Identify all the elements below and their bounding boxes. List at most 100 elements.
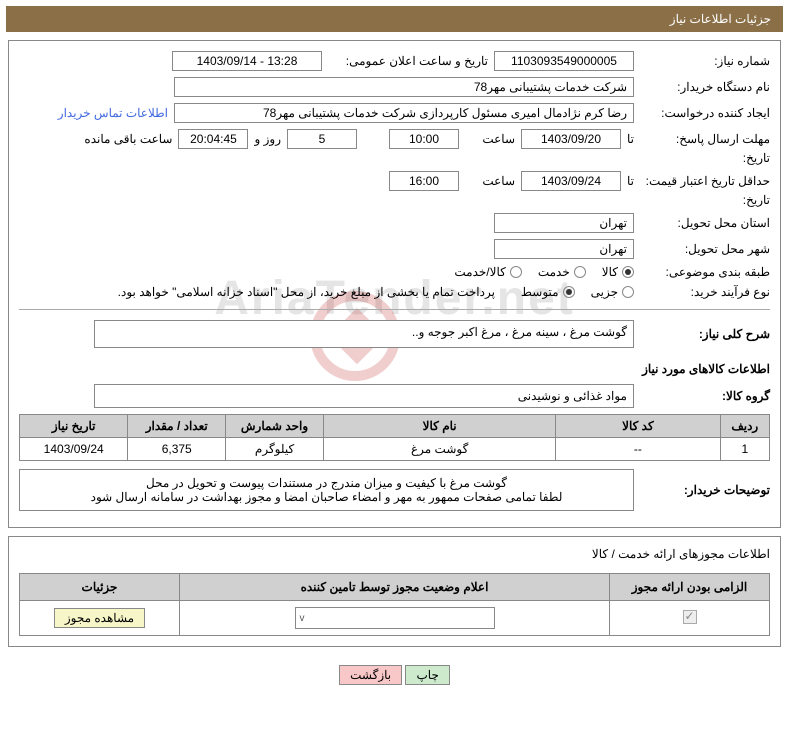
process-radio-group: جزیی متوسط bbox=[521, 285, 634, 299]
city-label: شهر محل تحویل: bbox=[640, 242, 770, 256]
cell-details: مشاهده مجوز bbox=[20, 601, 180, 636]
page-title: جزئیات اطلاعات نیاز bbox=[670, 12, 771, 26]
th-name: نام کالا bbox=[324, 415, 556, 438]
status-select[interactable] bbox=[295, 607, 495, 629]
table-row: 1 -- گوشت مرغ کیلوگرم 6,375 1403/09/24 bbox=[20, 438, 770, 461]
license-title: اطلاعات مجوزهای ارائه خدمت / کالا bbox=[19, 547, 770, 561]
buyer-contact-link[interactable]: اطلاعات تماس خریدار bbox=[58, 106, 168, 120]
row-need-no: شماره نیاز: 1103093549000005 تاریخ و ساع… bbox=[19, 51, 770, 71]
row-buyer-org: نام دستگاه خریدار: شرکت خدمات پشتیبانی م… bbox=[19, 77, 770, 97]
main-panel: AriaTender.net شماره نیاز: 1103093549000… bbox=[8, 40, 781, 528]
deadline-label: مهلت ارسال پاسخ: bbox=[640, 132, 770, 146]
radio-kalakhadmat[interactable] bbox=[510, 266, 522, 278]
th-details: جزئیات bbox=[20, 574, 180, 601]
th-code: کد کالا bbox=[556, 415, 720, 438]
radio-medium-label: متوسط bbox=[521, 285, 559, 299]
row-deadline: مهلت ارسال پاسخ: تا 1403/09/20 ساعت 10:0… bbox=[19, 129, 770, 149]
buyer-notes-line2: لطفا تمامی صفحات ممهور به مهر و امضاء صا… bbox=[26, 490, 627, 504]
row-group: گروه کالا: مواد غذائی و نوشیدنی bbox=[19, 384, 770, 408]
province-label: استان محل تحویل: bbox=[640, 216, 770, 230]
validity-time-field: 16:00 bbox=[389, 171, 459, 191]
back-button[interactable]: بازگشت bbox=[339, 665, 402, 685]
validity-date-field: 1403/09/24 bbox=[521, 171, 621, 191]
buyer-org-field: شرکت خدمات پشتیبانی مهر78 bbox=[174, 77, 634, 97]
desc-label: شرح کلی نیاز: bbox=[640, 327, 770, 341]
page-header: جزئیات اطلاعات نیاز bbox=[6, 6, 783, 32]
requester-label: ایجاد کننده درخواست: bbox=[640, 106, 770, 120]
days-left-field: 5 bbox=[287, 129, 357, 149]
desc-field: گوشت مرغ ، سینه مرغ ، مرغ اکبر جوجه و.. bbox=[94, 320, 634, 348]
cell-name: گوشت مرغ bbox=[324, 438, 556, 461]
deadline-time-field: 10:00 bbox=[389, 129, 459, 149]
th-qty: تعداد / مقدار bbox=[128, 415, 226, 438]
cell-idx: 1 bbox=[720, 438, 769, 461]
th-status: اعلام وضعیت مجوز توسط تامین کننده bbox=[180, 574, 610, 601]
remaining-word: ساعت باقی مانده bbox=[84, 132, 172, 146]
license-panel: اطلاعات مجوزهای ارائه خدمت / کالا الزامی… bbox=[8, 536, 781, 647]
radio-kala-label: کالا bbox=[602, 265, 618, 279]
print-button[interactable]: چاپ bbox=[405, 665, 449, 685]
group-label: گروه کالا: bbox=[640, 389, 770, 403]
row-province: استان محل تحویل: تهران bbox=[19, 213, 770, 233]
row-city: شهر محل تحویل: تهران bbox=[19, 239, 770, 259]
th-idx: ردیف bbox=[720, 415, 769, 438]
radio-khadmat[interactable] bbox=[574, 266, 586, 278]
requester-field: رضا کرم نژادمال امیری مسئول کارپردازی شر… bbox=[174, 103, 634, 123]
cell-qty: 6,375 bbox=[128, 438, 226, 461]
process-note: پرداخت تمام یا بخشی از مبلغ خرید، از محل… bbox=[118, 285, 495, 299]
row-requester: ایجاد کننده درخواست: رضا کرم نژادمال امی… bbox=[19, 103, 770, 123]
row-validity: حداقل تاریخ اعتبار قیمت: تا 1403/09/24 س… bbox=[19, 171, 770, 191]
radio-kala[interactable] bbox=[622, 266, 634, 278]
deadline-time-word: ساعت bbox=[465, 132, 515, 146]
deadline-ta: تا bbox=[627, 132, 634, 146]
buy-process-label: نوع فرآیند خرید: bbox=[640, 285, 770, 299]
divider-1 bbox=[19, 309, 770, 310]
buyer-notes-label: توضیحات خریدار: bbox=[640, 483, 770, 497]
radio-partial-label: جزیی bbox=[591, 285, 618, 299]
th-unit: واحد شمارش bbox=[226, 415, 324, 438]
category-radio-group: کالا خدمت کالا/خدمت bbox=[454, 265, 634, 279]
view-license-button[interactable]: مشاهده مجوز bbox=[54, 608, 145, 628]
deadline-date-field: 1403/09/20 bbox=[521, 129, 621, 149]
announce-field: 1403/09/14 - 13:28 bbox=[172, 51, 322, 71]
province-field: تهران bbox=[494, 213, 634, 233]
city-field: تهران bbox=[494, 239, 634, 259]
deadline-date-word: تاریخ: bbox=[640, 151, 770, 165]
category-label: طبقه بندی موضوعی: bbox=[640, 265, 770, 279]
cell-unit: کیلوگرم bbox=[226, 438, 324, 461]
cell-date: 1403/09/24 bbox=[20, 438, 128, 461]
row-deadline-sub: تاریخ: bbox=[19, 151, 770, 165]
buyer-org-label: نام دستگاه خریدار: bbox=[640, 80, 770, 94]
radio-medium[interactable] bbox=[563, 286, 575, 298]
cell-mandatory bbox=[610, 601, 770, 636]
license-table: الزامی بودن ارائه مجوز اعلام وضعیت مجوز … bbox=[19, 573, 770, 636]
need-no-label: شماره نیاز: bbox=[640, 54, 770, 68]
buyer-notes-line1: گوشت مرغ با کیفیت و میزان مندرج در مستند… bbox=[26, 476, 627, 490]
time-remaining-field: 20:04:45 bbox=[178, 129, 248, 149]
goods-table: ردیف کد کالا نام کالا واحد شمارش تعداد /… bbox=[19, 414, 770, 461]
cell-code: -- bbox=[556, 438, 720, 461]
th-mandatory: الزامی بودن ارائه مجوز bbox=[610, 574, 770, 601]
cell-status bbox=[180, 601, 610, 636]
need-no-field: 1103093549000005 bbox=[494, 51, 634, 71]
validity-time-word: ساعت bbox=[465, 174, 515, 188]
row-buyer-notes: توضیحات خریدار: گوشت مرغ با کیفیت و میزا… bbox=[19, 469, 770, 511]
row-desc: شرح کلی نیاز: گوشت مرغ ، سینه مرغ ، مرغ … bbox=[19, 320, 770, 348]
roz-va: روز و bbox=[254, 132, 281, 146]
radio-khadmat-label: خدمت bbox=[538, 265, 570, 279]
th-date: تاریخ نیاز bbox=[20, 415, 128, 438]
group-field: مواد غذائی و نوشیدنی bbox=[94, 384, 634, 408]
license-row: مشاهده مجوز bbox=[20, 601, 770, 636]
row-validity-sub: تاریخ: bbox=[19, 193, 770, 207]
validity-label: حداقل تاریخ اعتبار قیمت: bbox=[640, 174, 770, 188]
goods-section-title: اطلاعات کالاهای مورد نیاز bbox=[19, 362, 770, 376]
validity-ta: تا bbox=[627, 174, 634, 188]
radio-partial[interactable] bbox=[622, 286, 634, 298]
row-category: طبقه بندی موضوعی: کالا خدمت کالا/خدمت bbox=[19, 265, 770, 279]
announce-label: تاریخ و ساعت اعلان عمومی: bbox=[328, 54, 488, 68]
row-buy-process: نوع فرآیند خرید: جزیی متوسط پرداخت تمام … bbox=[19, 285, 770, 299]
radio-kalakhadmat-label: کالا/خدمت bbox=[454, 265, 505, 279]
validity-date-word: تاریخ: bbox=[640, 193, 770, 207]
buyer-notes-box: گوشت مرغ با کیفیت و میزان مندرج در مستند… bbox=[19, 469, 634, 511]
mandatory-checkbox bbox=[683, 610, 697, 624]
